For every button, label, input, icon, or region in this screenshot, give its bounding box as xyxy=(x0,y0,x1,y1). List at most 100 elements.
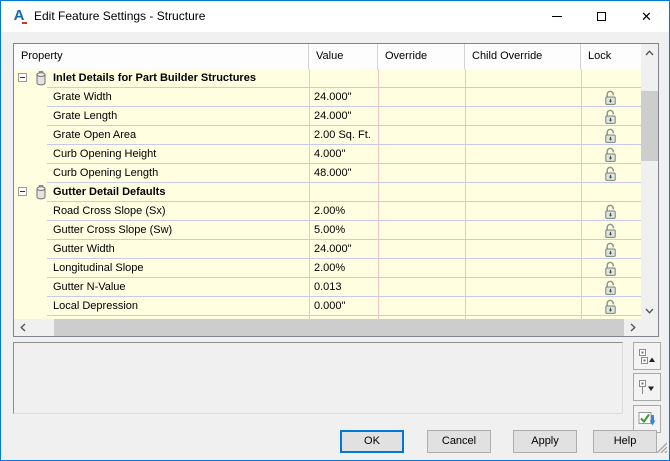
property-label: Grate Length xyxy=(53,110,118,122)
horizontal-scroll-thumb[interactable] xyxy=(54,319,624,336)
property-label: Grate Open Area xyxy=(53,129,137,141)
property-label: Road Cross Slope (Sx) xyxy=(53,205,166,217)
caption-buttons: ✕ xyxy=(534,1,669,31)
unlocked-padlock-icon[interactable] xyxy=(604,299,617,319)
property-row[interactable]: Curb Opening Height 4.000" xyxy=(14,145,641,164)
structure-cylinder-icon xyxy=(35,185,47,205)
collapse-all-categories-button[interactable] xyxy=(633,342,661,370)
column-header-property[interactable]: Property xyxy=(14,44,309,69)
column-header-child-override[interactable]: Child Override xyxy=(465,44,581,69)
property-row[interactable]: Gutter Cross Slope (Sw) 5.00% xyxy=(14,221,641,240)
grid-header: Property Value Override Child Override L… xyxy=(14,44,641,69)
property-label: Gutter Width xyxy=(53,243,115,255)
property-row[interactable]: Gutter Width 24.000" xyxy=(14,240,641,259)
apply-check-arrow-icon xyxy=(638,412,655,426)
resize-grip[interactable] xyxy=(655,440,668,458)
chevron-left-icon xyxy=(19,323,25,332)
property-label: Local Depression xyxy=(53,300,138,312)
property-value[interactable]: 2.00% xyxy=(314,262,346,274)
cancel-button[interactable]: Cancel xyxy=(427,430,491,453)
property-value[interactable]: 4.000" xyxy=(314,148,346,160)
maximize-icon xyxy=(597,11,606,21)
window-title: Edit Feature Settings - Structure xyxy=(34,9,206,23)
column-header-lock[interactable]: Lock xyxy=(581,44,641,69)
unlocked-padlock-icon[interactable] xyxy=(604,128,617,149)
collapse-all-icon xyxy=(639,348,655,364)
unlocked-padlock-icon[interactable] xyxy=(604,223,617,244)
scrollbar-corner xyxy=(641,319,658,336)
vertical-scroll-thumb[interactable] xyxy=(641,91,658,161)
property-row[interactable]: Gutter N-Value 0.013 xyxy=(14,278,641,297)
category-label: Gutter Detail Defaults xyxy=(53,186,166,198)
description-box xyxy=(13,342,623,414)
property-value[interactable]: 24.000" xyxy=(314,91,352,103)
grid-rows: Inlet Details for Part Builder Structure… xyxy=(14,69,641,319)
property-row[interactable]: Curb Opening Length 48.000" xyxy=(14,164,641,183)
property-value[interactable]: 0.000" xyxy=(314,300,346,312)
property-value[interactable]: 48.000" xyxy=(314,167,352,179)
column-header-value[interactable]: Value xyxy=(309,44,378,69)
property-label: Gutter N-Value xyxy=(53,281,126,293)
feature-settings-grid: Property Value Override Child Override L… xyxy=(13,43,659,337)
maximize-button[interactable] xyxy=(579,1,624,31)
column-divider xyxy=(309,69,310,319)
property-row[interactable]: Longitudinal Slope 2.00% xyxy=(14,259,641,278)
close-icon: ✕ xyxy=(641,8,652,24)
property-label: Gutter Cross Slope (Sw) xyxy=(53,224,173,236)
property-row[interactable]: Grate Width 24.000" xyxy=(14,88,641,107)
close-button[interactable]: ✕ xyxy=(624,1,669,31)
resize-grip-icon xyxy=(656,442,668,454)
property-value[interactable]: 2.00 Sq. Ft. xyxy=(314,129,371,141)
scroll-up-button[interactable] xyxy=(641,44,658,61)
scroll-left-button[interactable] xyxy=(14,319,31,336)
chevron-right-icon xyxy=(630,323,636,332)
expand-all-icon xyxy=(639,379,654,394)
unlocked-padlock-icon[interactable] xyxy=(604,242,617,263)
property-value[interactable]: 24.000" xyxy=(314,110,352,122)
expand-all-categories-button[interactable] xyxy=(633,373,661,401)
property-value[interactable]: 5.00% xyxy=(314,224,346,236)
horizontal-scrollbar[interactable] xyxy=(14,319,641,336)
ok-button[interactable]: OK xyxy=(340,430,404,453)
chevron-up-icon xyxy=(645,49,654,55)
column-header-override[interactable]: Override xyxy=(378,44,465,69)
unlocked-padlock-icon[interactable] xyxy=(604,204,617,225)
titlebar: A Edit Feature Settings - Structure ✕ xyxy=(1,1,669,32)
property-row[interactable]: Local Depression 0.000" xyxy=(14,297,641,316)
column-divider xyxy=(378,69,379,319)
chevron-down-icon xyxy=(645,308,654,314)
apply-changes-button[interactable] xyxy=(633,405,661,433)
property-value[interactable]: 24.000" xyxy=(314,243,352,255)
category-label: Inlet Details for Part Builder Structure… xyxy=(53,72,256,84)
unlocked-padlock-icon[interactable] xyxy=(604,109,617,130)
category-row[interactable]: Gutter Detail Defaults xyxy=(14,183,641,202)
category-row[interactable]: Inlet Details for Part Builder Structure… xyxy=(14,69,641,88)
property-label: Grate Width xyxy=(53,91,112,103)
property-label: Curb Opening Length xyxy=(53,167,159,179)
property-row[interactable]: Grate Open Area 2.00 Sq. Ft. xyxy=(14,126,641,145)
collapse-minus-icon[interactable] xyxy=(18,187,27,196)
unlocked-padlock-icon[interactable] xyxy=(604,147,617,168)
column-divider xyxy=(581,69,582,319)
unlocked-padlock-icon[interactable] xyxy=(604,90,617,111)
minimize-button[interactable] xyxy=(534,1,579,31)
vertical-scrollbar[interactable] xyxy=(641,44,658,319)
property-row[interactable]: Road Cross Slope (Sx) 2.00% xyxy=(14,202,641,221)
property-label: Longitudinal Slope xyxy=(53,262,144,274)
unlocked-padlock-icon[interactable] xyxy=(604,261,617,282)
collapse-minus-icon[interactable] xyxy=(18,73,27,82)
structure-cylinder-icon xyxy=(35,71,47,91)
property-row[interactable]: Grate Length 24.000" xyxy=(14,107,641,126)
property-value[interactable]: 0.013 xyxy=(314,281,342,293)
scroll-right-button[interactable] xyxy=(624,319,641,336)
autocad-app-icon: A xyxy=(10,7,28,25)
property-label: Curb Opening Height xyxy=(53,148,157,160)
scroll-down-button[interactable] xyxy=(641,302,658,319)
column-divider xyxy=(465,69,466,319)
help-button[interactable]: Help xyxy=(593,430,657,453)
property-value[interactable]: 2.00% xyxy=(314,205,346,217)
unlocked-padlock-icon[interactable] xyxy=(604,166,617,187)
apply-button[interactable]: Apply xyxy=(513,430,577,453)
unlocked-padlock-icon[interactable] xyxy=(604,280,617,301)
